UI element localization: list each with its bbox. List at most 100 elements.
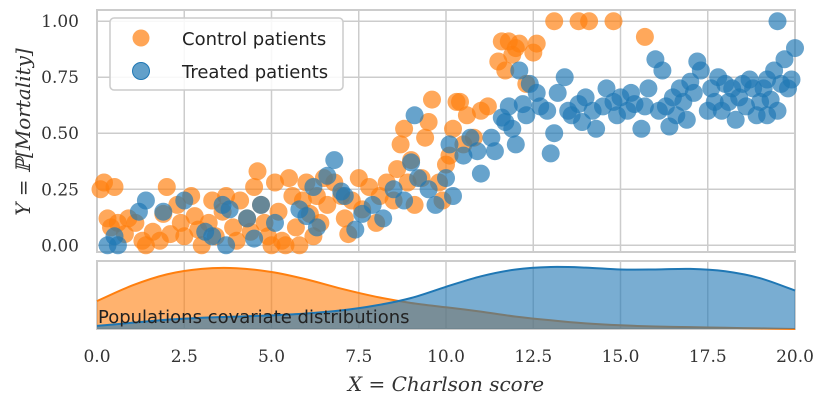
control-point — [451, 92, 469, 111]
y-tick-label: 1.00 — [41, 12, 79, 32]
treated-point — [726, 110, 745, 129]
treated-point — [203, 227, 222, 246]
y-tick-label: 0.25 — [41, 180, 79, 200]
control-point — [416, 128, 435, 147]
x-tick-label: 7.5 — [345, 347, 372, 367]
control-point — [527, 34, 546, 53]
treated-point — [318, 166, 337, 185]
x-tick-label: 10.0 — [427, 347, 465, 367]
x-tick-label: 20.0 — [776, 347, 814, 367]
control-point — [286, 218, 305, 237]
x-tick-label: 2.5 — [171, 347, 198, 367]
control-point — [635, 27, 654, 46]
control-point — [604, 12, 623, 31]
treated-point — [506, 135, 525, 154]
control-point — [423, 90, 441, 109]
treated-point — [325, 151, 344, 170]
treated-point — [402, 153, 421, 172]
control-point — [185, 207, 204, 226]
legend-treated-label: Treated patients — [181, 62, 328, 83]
treated-point — [538, 101, 557, 120]
treated-point — [346, 220, 365, 239]
legend-control-label: Control patients — [182, 29, 326, 50]
y-tick-label: 0.50 — [41, 124, 79, 144]
treated-point — [395, 191, 414, 210]
treated-point — [653, 61, 672, 80]
control-point — [245, 178, 264, 196]
treated-point — [527, 83, 546, 102]
treated-point — [437, 169, 455, 188]
treated-point — [454, 146, 473, 165]
treated-point — [576, 88, 595, 107]
treated-point — [468, 142, 487, 161]
treated-point — [786, 39, 804, 58]
treated-point — [782, 70, 801, 89]
scatter-points — [91, 12, 804, 255]
y-tick-label: 0.00 — [41, 236, 79, 256]
control-point — [478, 97, 497, 116]
treated-point — [238, 209, 257, 228]
treated-point — [691, 61, 710, 80]
control-point — [276, 236, 295, 255]
treated-point — [639, 79, 658, 98]
treated-point — [374, 209, 393, 228]
control-point — [444, 119, 462, 138]
treated-point — [217, 236, 236, 255]
treated-point — [597, 79, 616, 98]
control-density-area — [97, 267, 795, 329]
control-point — [248, 162, 267, 181]
treated-point — [471, 164, 490, 183]
treated-point — [252, 195, 270, 214]
treated-point — [541, 144, 560, 163]
treated-point — [768, 12, 787, 31]
density-areas — [96, 265, 796, 330]
treated-density-line — [96, 265, 796, 327]
control-point — [175, 227, 194, 246]
treated-point — [632, 119, 651, 138]
control-point — [105, 178, 124, 196]
y-tick-label: 0.75 — [41, 68, 79, 88]
treated-point — [245, 229, 264, 248]
control-point — [280, 169, 298, 188]
scatter-panel: 0.00 0.25 0.50 0.75 1.00 Y = ℙ[Mortality] Co… — [11, 9, 804, 256]
y-axis-label: Y = ℙ[Mortality] — [11, 48, 35, 216]
control-point — [318, 195, 337, 214]
treated-point — [419, 180, 438, 199]
control-point — [545, 12, 564, 31]
density-annotation: Populations covariate distributions — [98, 307, 410, 328]
treated-density-area — [97, 266, 795, 329]
treated-point — [499, 97, 518, 116]
treated-point — [587, 119, 606, 138]
y-tick-labels: 0.00 0.25 0.50 0.75 1.00 — [41, 12, 79, 256]
treated-point — [175, 191, 194, 210]
x-tick-label: 17.5 — [689, 347, 727, 367]
treated-point — [405, 106, 424, 125]
treated-point — [335, 187, 354, 205]
control-point — [395, 119, 414, 138]
x-tick-label: 5.0 — [258, 347, 285, 367]
control-point — [266, 173, 284, 192]
treated-point — [363, 195, 382, 214]
treated-point — [485, 142, 504, 161]
treated-point — [545, 124, 564, 143]
legend: Control patients Treated patients — [109, 17, 344, 91]
control-point — [136, 236, 155, 255]
treated-point — [154, 202, 173, 221]
treated-point — [548, 83, 567, 102]
legend-box — [109, 17, 344, 91]
control-point — [457, 106, 476, 125]
treated-point — [136, 191, 155, 210]
treated-point — [758, 106, 777, 125]
treated-point — [517, 106, 536, 125]
treated-point — [440, 135, 459, 154]
treated-point — [510, 61, 529, 80]
treated-point — [684, 83, 703, 102]
treated-point — [220, 200, 239, 219]
treated-point — [461, 128, 480, 147]
treated-point — [304, 178, 323, 196]
treated-point — [297, 207, 316, 226]
treated-point — [307, 218, 326, 237]
treated-point — [482, 128, 501, 147]
treated-point — [635, 97, 654, 116]
